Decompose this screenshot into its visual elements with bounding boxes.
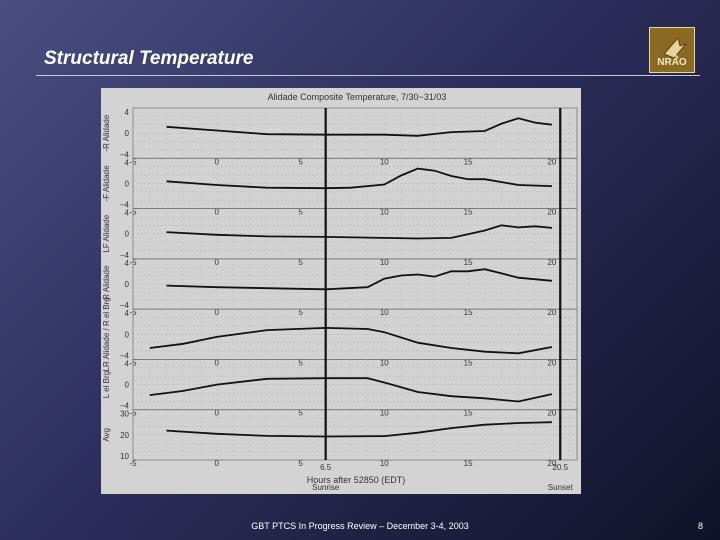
x-tick-label: 15: [464, 208, 473, 217]
slide-title: Structural Temperature: [44, 48, 254, 69]
x-tick-label: 20: [547, 157, 556, 166]
y-tick-label: 4: [125, 108, 130, 117]
x-tick-label: 0: [215, 258, 220, 267]
x-tick-label: 15: [464, 157, 473, 166]
x-tick-label: 10: [380, 358, 389, 367]
x-tick-label: 5: [298, 459, 303, 468]
x-tick-label: 10: [380, 308, 389, 317]
y-axis-label: L el Brg: [102, 371, 111, 398]
logo-emblem-icon: [663, 36, 688, 59]
x-tick-label: 10: [380, 459, 389, 468]
x-tick-label: 15: [464, 358, 473, 367]
y-tick-label: 4: [125, 359, 130, 368]
y-tick-label: 4: [125, 259, 130, 268]
x-tick-label: 15: [464, 409, 473, 418]
series-line: [149, 377, 553, 403]
x-tick-label: 10: [380, 157, 389, 166]
x-tick-label: 15: [464, 258, 473, 267]
x-tick-label: 0: [215, 409, 220, 418]
marker-label: Sunset: [548, 483, 574, 492]
x-tick-label: 15: [464, 459, 473, 468]
series-line: [166, 268, 552, 291]
panel-frame: [132, 258, 578, 310]
logo-text: NRAO: [657, 57, 687, 68]
chart-panel-4: −404-R Alidade-5 0 5 10 15 20: [102, 258, 578, 317]
x-tick-label: 0: [215, 358, 220, 367]
panel-frame: [132, 409, 578, 461]
y-tick-label: −4: [120, 301, 130, 310]
x-tick-label: 20: [547, 409, 556, 418]
y-tick-label: −4: [120, 201, 130, 210]
x-tick-label: 0: [215, 308, 220, 317]
x-tick-label: 20: [547, 208, 556, 217]
x-tick-label: 5: [298, 358, 303, 367]
y-tick-label: −4: [120, 351, 130, 360]
x-tick-label: 5: [298, 308, 303, 317]
chart-panel-1: −404-R Alidade-5 0 5 10 15 20: [102, 107, 578, 166]
chart-panel-7: 10 20 30 Avg -5 0 5 10 15 20: [102, 409, 578, 468]
x-tick-label: 0: [215, 157, 220, 166]
chart-panel-2: −404-F Alidade-5 0 5 10 15 20: [102, 157, 578, 217]
series-line: [149, 326, 553, 355]
x-tick-label: 0: [215, 208, 220, 217]
x-tick-label: 20: [547, 258, 556, 267]
x-tick-label: 20: [547, 308, 556, 317]
x-tick-label: 20: [547, 358, 556, 367]
chart-title: Alidade Composite Temperature, 7/30−31/0…: [268, 92, 447, 102]
series-line: [166, 421, 552, 438]
slide-footer: GBT PTCS In Progress Review – December 3…: [251, 521, 469, 531]
x-tick-label: 5: [298, 409, 303, 418]
marker-label: Sunrise: [312, 483, 340, 492]
y-tick-label: 30: [120, 410, 129, 419]
y-tick-label: 4: [125, 158, 130, 167]
series-line: [166, 224, 552, 240]
y-tick-label: −4: [120, 150, 130, 159]
y-tick-label: 10: [120, 452, 129, 461]
y-axis-label: -R Alidade: [102, 265, 111, 302]
y-axis-label: LR Alidade / R el Brg: [102, 297, 111, 371]
x-tick-label: 0: [215, 459, 220, 468]
y-tick-label: 0: [125, 129, 130, 138]
x-tick-label: 5: [298, 208, 303, 217]
x-tick-label: 10: [380, 208, 389, 217]
y-tick-label: 0: [125, 179, 130, 188]
x-tick-label: 10: [380, 258, 389, 267]
y-tick-label: 0: [125, 381, 130, 390]
temperature-chart: Alidade Composite Temperature, 7/30−31/0…: [102, 92, 578, 492]
chart-panel: Alidade Composite Temperature, 7/30−31/0…: [101, 88, 581, 494]
x-tick-label: 5: [298, 157, 303, 166]
y-axis-label: LF Alidade: [102, 214, 111, 252]
y-tick-label: 0: [125, 330, 130, 339]
x-tick-label: 20: [547, 459, 556, 468]
y-tick-label: 4: [125, 309, 130, 318]
y-tick-label: 4: [125, 209, 130, 218]
annotated-x-tick: 20.5: [552, 463, 568, 472]
y-tick-label: 20: [120, 431, 129, 440]
y-axis-label: -F Alidade: [102, 165, 111, 202]
panel-frame: [132, 308, 578, 360]
x-tick-label: 5: [298, 258, 303, 267]
y-tick-label: −4: [120, 251, 130, 260]
y-tick-label: 0: [125, 280, 130, 289]
x-axis-label: Hours after 52850 (EDT): [307, 475, 406, 485]
y-axis-label: -R Alidade: [102, 114, 111, 151]
y-axis-label: Avg: [102, 428, 111, 442]
x-tick-label: 15: [464, 308, 473, 317]
x-tick-label: 10: [380, 409, 389, 418]
x-tick-label: -5: [129, 459, 137, 468]
y-tick-label: 0: [125, 230, 130, 239]
y-tick-label: −4: [120, 402, 130, 411]
annotated-x-tick: 6.5: [320, 463, 332, 472]
series-line: [166, 117, 553, 137]
series-line: [166, 167, 552, 190]
panel-frame: [132, 359, 578, 411]
panel-frame: [132, 107, 578, 159]
title-divider: [36, 75, 700, 76]
page-number: 8: [698, 521, 704, 531]
nrao-logo: NRAO: [649, 27, 695, 73]
